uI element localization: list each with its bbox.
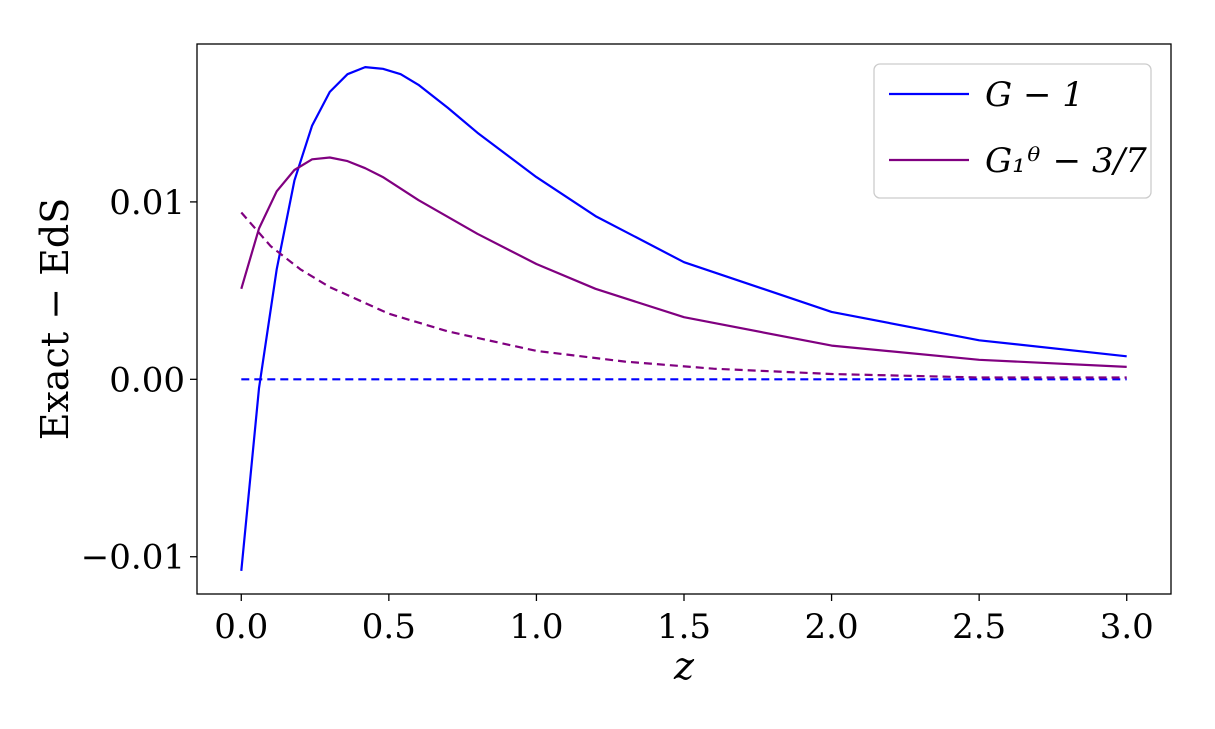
x-tick-label: 1.0 [509, 607, 563, 647]
series-line-1 [240, 156, 1127, 368]
legend: G − 1 G₁ᶿ − 3/7 [873, 63, 1152, 199]
series-line-0 [240, 66, 1127, 572]
y-axis-label: Exact − EdS [33, 198, 77, 440]
y-tick-label: 0.00 [109, 360, 185, 400]
legend-label-g1-theta-minus-3-7: G₁ᶿ − 3/7 [985, 141, 1147, 181]
x-tick-label: 3.0 [1100, 607, 1154, 647]
y-tick-label: −0.01 [81, 538, 185, 578]
legend-label-g-minus-1: G − 1 [985, 75, 1084, 115]
series-layer [240, 66, 1127, 572]
x-tick-label: 2.5 [952, 607, 1006, 647]
x-ticks: 0.0 0.5 1.0 1.5 2.0 2.5 3.0 [214, 594, 1154, 647]
y-tick-label: 0.01 [109, 183, 185, 223]
x-tick-label: 0.5 [362, 607, 416, 647]
series-line-3-dashed [240, 211, 1127, 379]
x-tick-label: 1.5 [657, 607, 711, 647]
y-ticks: −0.01 0.00 0.01 [81, 183, 197, 578]
x-tick-label: 0.0 [214, 607, 268, 647]
legend-box [873, 63, 1152, 199]
x-tick-label: 2.0 [805, 607, 859, 647]
x-axis-label: z [673, 644, 695, 688]
